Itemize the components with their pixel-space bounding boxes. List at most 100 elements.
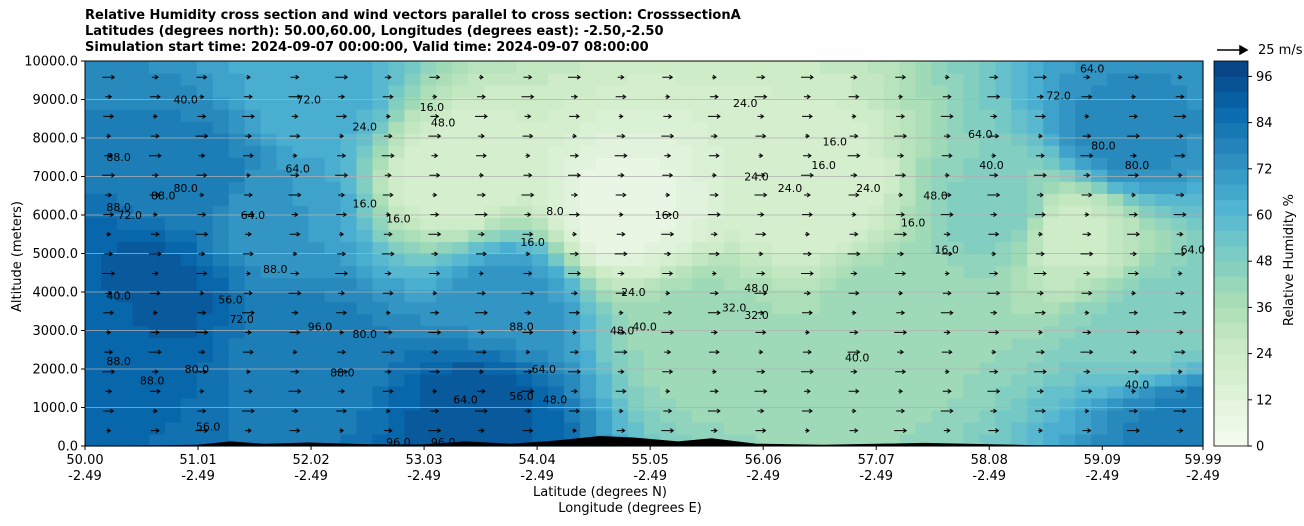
colorbar-band <box>1214 430 1248 447</box>
wind-vector <box>242 113 255 119</box>
wind-vector <box>662 74 674 80</box>
rh-cell <box>963 157 980 170</box>
wind-vector <box>105 94 113 100</box>
wind-vector <box>618 408 624 414</box>
wind-vector <box>475 310 488 316</box>
rh-cell <box>180 193 198 206</box>
rh-cell <box>292 421 310 435</box>
rh-cell <box>596 169 613 182</box>
rh-cell <box>771 265 789 279</box>
wind-vector <box>616 428 626 434</box>
wind-vector <box>988 133 1000 139</box>
rh-cell <box>628 85 645 98</box>
rh-cell <box>1027 421 1044 435</box>
rh-cell <box>372 361 390 375</box>
rh-cell <box>420 409 437 423</box>
rh-cell <box>691 289 709 303</box>
rh-cell <box>691 169 709 182</box>
rh-cell <box>1027 325 1044 339</box>
rh-cell <box>723 361 741 375</box>
rh-cell <box>995 133 1012 146</box>
wind-vector <box>757 310 765 316</box>
rh-cell <box>356 313 374 327</box>
colorbar-band <box>1214 322 1248 339</box>
rh-cell <box>196 277 214 291</box>
rh-cell <box>707 181 725 194</box>
wind-vector <box>149 290 161 296</box>
rh-cell <box>803 109 821 122</box>
rh-cell <box>771 361 789 375</box>
rh-cell <box>819 157 837 170</box>
rh-cell <box>228 217 246 231</box>
wind-vector <box>288 290 302 296</box>
y-tick-label: 8000.0 <box>33 132 79 147</box>
rh-cell <box>739 373 757 387</box>
rh-cell <box>835 85 853 98</box>
rh-cell <box>947 133 965 146</box>
contour-label: 24.0 <box>733 97 758 110</box>
wind-vector <box>382 290 394 296</box>
rh-cell <box>644 325 661 339</box>
rh-cell <box>164 169 182 182</box>
wind-vector <box>478 329 485 335</box>
rh-cell <box>628 169 645 182</box>
wind-vector <box>662 172 674 178</box>
rh-cell <box>1027 241 1044 255</box>
rh-cell <box>436 409 453 423</box>
rh-cell <box>947 337 965 351</box>
wind-vector <box>570 251 580 257</box>
wind-vector <box>242 212 255 218</box>
rh-cell <box>404 121 421 134</box>
wind-vector <box>1035 212 1046 218</box>
rh-cell <box>755 253 773 267</box>
rh-cell <box>276 385 294 399</box>
rh-cell <box>148 253 166 267</box>
wind-vector <box>103 113 115 119</box>
wind-vector <box>851 310 857 316</box>
rh-cell <box>1107 193 1124 206</box>
rh-cell <box>484 373 501 387</box>
rh-cell <box>532 121 549 134</box>
rh-cell <box>803 277 821 291</box>
rh-cell <box>659 337 677 351</box>
rh-cell <box>116 229 134 243</box>
rh-cell <box>883 301 901 315</box>
rh-cell <box>1107 301 1124 315</box>
wind-vector <box>1084 113 1090 119</box>
wind-vector <box>338 388 346 394</box>
rh-cell <box>356 289 374 303</box>
rh-cell <box>1091 301 1108 315</box>
wind-vector <box>847 349 861 355</box>
rh-cell <box>931 97 949 110</box>
rh-cell <box>244 277 262 291</box>
rh-cell <box>867 349 885 363</box>
rh-cell <box>1171 373 1188 387</box>
rh-cell <box>1187 409 1204 423</box>
rh-cell <box>116 97 134 110</box>
rh-cell <box>659 421 677 435</box>
wind-vector <box>524 408 532 414</box>
rh-cell <box>1091 97 1108 110</box>
rh-cell <box>532 301 549 315</box>
wind-vector <box>571 388 579 394</box>
rh-cell <box>1043 253 1060 267</box>
contour-label: 56.0 <box>509 390 534 403</box>
rh-cell <box>356 193 374 206</box>
rh-cell <box>324 193 342 206</box>
rh-cell <box>931 277 949 291</box>
rh-cell <box>356 109 374 122</box>
rh-cell <box>787 325 805 339</box>
rh-cell <box>1043 289 1060 303</box>
wind-vector <box>708 349 720 355</box>
rh-cell <box>644 349 661 363</box>
rh-cell <box>1011 133 1028 146</box>
rh-cell <box>1155 301 1172 315</box>
rh-cell <box>452 181 469 194</box>
rh-cell <box>484 133 501 146</box>
rh-cell <box>148 349 166 363</box>
rh-cell <box>260 133 278 146</box>
rh-cell <box>516 229 533 243</box>
rh-cell <box>148 277 166 291</box>
rh-cell <box>1187 241 1204 255</box>
rh-cell <box>787 181 805 194</box>
